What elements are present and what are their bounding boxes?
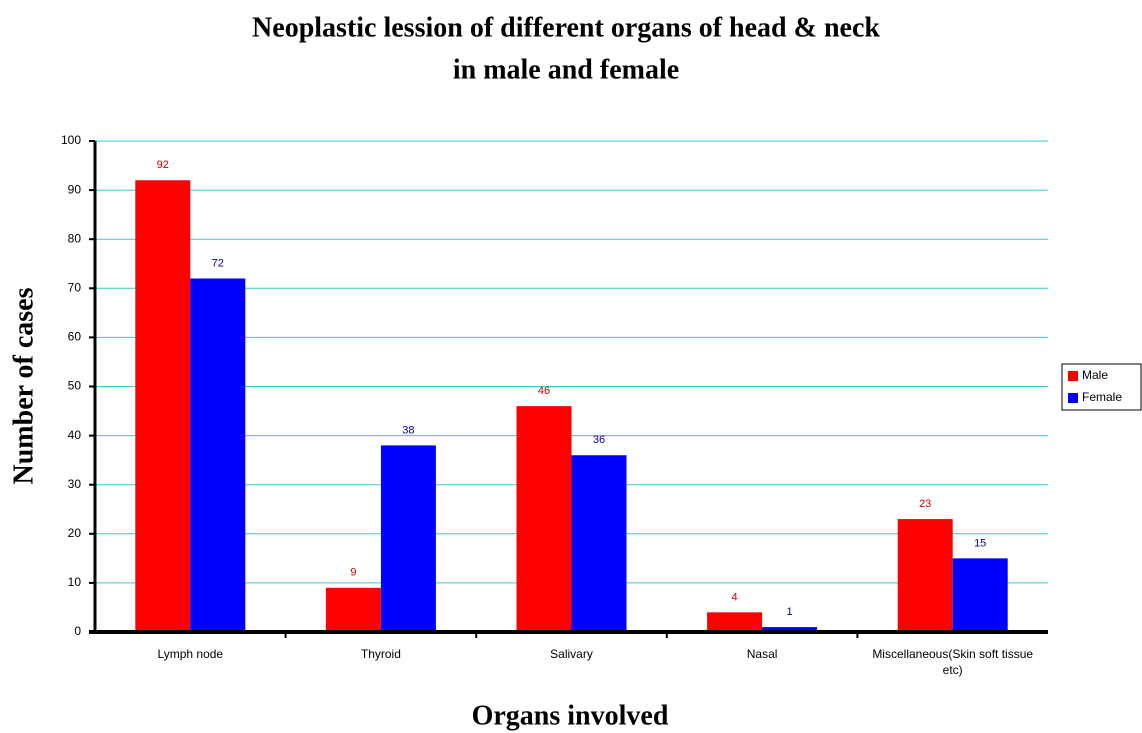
x-tick-label-box: Salivary bbox=[550, 647, 593, 661]
x-tick-label-box: Miscellaneous(Skin soft tissue etc) bbox=[872, 647, 1034, 677]
x-tick-label: Salivary bbox=[550, 647, 593, 661]
bar bbox=[380, 445, 436, 632]
data-label: 72 bbox=[212, 257, 224, 269]
y-tick-label: 20 bbox=[68, 526, 82, 540]
bar bbox=[190, 278, 246, 632]
data-label: 1 bbox=[787, 606, 793, 618]
chart-subtitle: in male and female bbox=[453, 54, 679, 85]
y-tick-label: 10 bbox=[68, 575, 82, 589]
x-tick-label-box: Nasal bbox=[746, 647, 778, 661]
x-tick-label: Thyroid bbox=[360, 647, 401, 661]
bar bbox=[516, 406, 572, 632]
data-label: 38 bbox=[402, 424, 414, 436]
y-tick-label: 0 bbox=[74, 624, 81, 638]
bar bbox=[952, 558, 1008, 632]
data-label: 36 bbox=[593, 434, 605, 446]
y-tick-label: 80 bbox=[68, 231, 82, 245]
legend-label: Female bbox=[1082, 390, 1122, 404]
bar bbox=[571, 455, 627, 632]
data-label: 15 bbox=[974, 537, 986, 549]
y-axis-label: Number of cases bbox=[8, 287, 39, 484]
x-tick-label-box: Thyroid bbox=[360, 647, 401, 661]
data-label: 9 bbox=[350, 567, 356, 579]
legend-swatch bbox=[1068, 371, 1078, 381]
y-tick-label: 30 bbox=[68, 477, 82, 491]
legend-swatch bbox=[1068, 393, 1078, 403]
y-tick-label: 60 bbox=[68, 330, 82, 344]
y-tick-label: 50 bbox=[68, 379, 82, 393]
bar bbox=[707, 612, 763, 632]
bar bbox=[762, 627, 818, 632]
x-tick-label: Miscellaneous(Skin soft tissue etc) bbox=[872, 647, 1034, 677]
y-tick-label: 70 bbox=[68, 280, 82, 294]
x-tick-label: Nasal bbox=[746, 647, 778, 661]
legend-label: Male bbox=[1082, 368, 1108, 382]
x-tick-label-box: Lymph node bbox=[157, 647, 224, 661]
data-label: 4 bbox=[732, 591, 738, 603]
y-tick-label: 90 bbox=[68, 182, 82, 196]
x-tick-label: Lymph node bbox=[157, 647, 224, 661]
data-label: 23 bbox=[919, 498, 931, 510]
data-label: 92 bbox=[157, 159, 169, 171]
bar bbox=[135, 180, 191, 632]
y-tick-label: 40 bbox=[68, 428, 82, 442]
bar bbox=[325, 587, 381, 632]
y-tick-label: 100 bbox=[61, 133, 81, 147]
chart-title: Neoplastic lession of different organs o… bbox=[252, 12, 880, 43]
bar bbox=[897, 519, 953, 632]
x-axis-label: Organs involved bbox=[472, 700, 669, 731]
data-label: 46 bbox=[538, 385, 550, 397]
